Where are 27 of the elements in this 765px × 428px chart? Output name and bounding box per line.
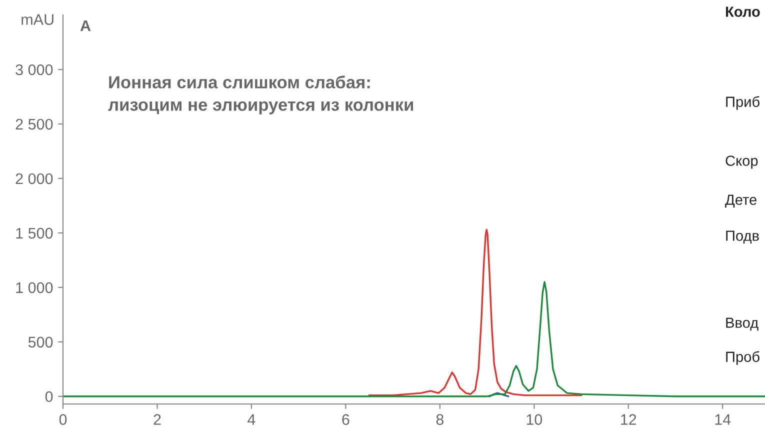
annotation: Ввод [726, 318, 758, 331]
line-series [63, 281, 765, 398]
line-series [368, 228, 582, 396]
y-tick-label: 1 000 [16, 282, 53, 294]
y-axis-title: mAU [22, 14, 54, 25]
annotation: Проб [726, 351, 760, 365]
annotation: A [80, 20, 91, 31]
y-tick-label: 0 [45, 391, 53, 402]
x-tick-label: 14 [715, 414, 731, 425]
annotation: Приб [726, 96, 760, 110]
x-tick-label: 0 [59, 414, 67, 425]
annotation: Коло [726, 6, 760, 17]
y-tick-label: 2 500 [16, 118, 53, 130]
y-tick-label: 500 [28, 336, 53, 348]
annotation: Подв [726, 230, 759, 244]
y-tick-label: 1 500 [16, 228, 53, 239]
annotation: Скор [726, 156, 758, 169]
annotation: Дете [725, 194, 756, 208]
y-tick-label: 3 000 [16, 64, 53, 76]
y-tick-label: 2 000 [16, 173, 53, 184]
x-tick-label: 4 [248, 414, 256, 425]
x-tick-label: 8 [436, 414, 444, 425]
annotation: Ионная сила слишком слабая: лизоцим не элюируется из колонки [108, 76, 414, 114]
x-tick-label: 2 [154, 414, 161, 425]
x-tick-label: 10 [526, 414, 542, 425]
x-tick-label: 12 [621, 414, 636, 425]
x-tick-label: 6 [342, 414, 350, 425]
